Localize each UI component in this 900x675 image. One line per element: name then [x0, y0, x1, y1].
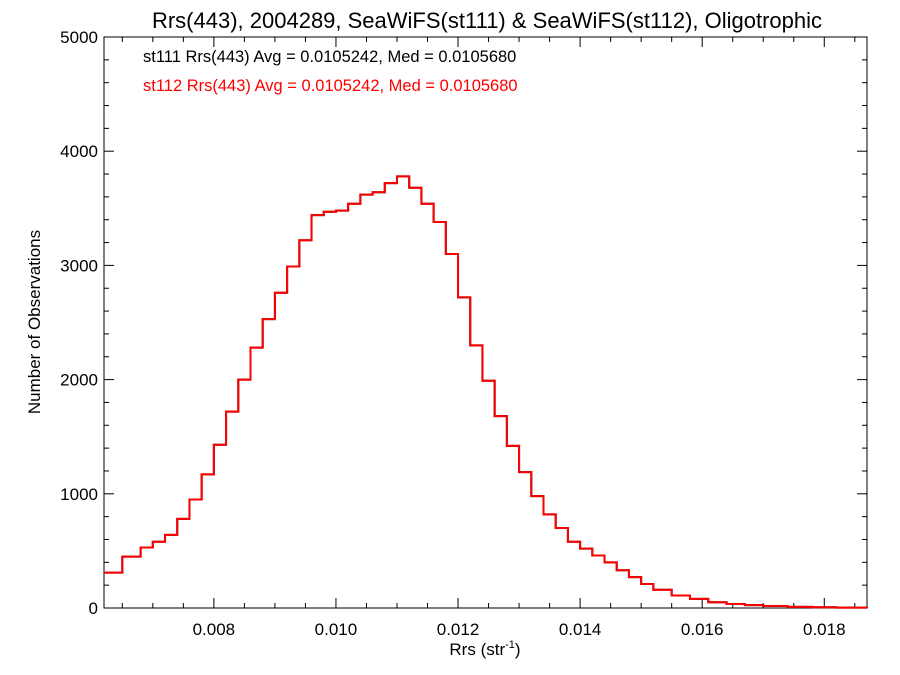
x-axis-title-close: ): [515, 640, 521, 659]
x-tick-label: 0.014: [559, 620, 602, 639]
y-tick-label: 5000: [60, 28, 98, 47]
chart-title: Rrs(443), 2004289, SeaWiFS(st111) & SeaW…: [152, 8, 822, 33]
x-axis-ticks: [121, 37, 856, 608]
series-line-1: [104, 175, 868, 609]
x-axis-title: Rrs (str-1): [449, 639, 520, 659]
x-axis-title-main: Rrs (str: [449, 640, 505, 659]
x-axis-tick-labels: 0.008 0.010 0.012 0.014 0.016 0.018: [193, 620, 846, 639]
x-axis-title-superscript: -1: [505, 639, 515, 651]
x-tick-label: 0.010: [315, 620, 358, 639]
y-tick-label: 1000: [60, 485, 98, 504]
x-tick-label: 0.018: [803, 620, 846, 639]
y-axis-title: Number of Observations: [25, 230, 44, 414]
x-tick-label: 0.008: [193, 620, 236, 639]
stats-annotation-st111: st111 Rrs(443) Avg = 0.0105242, Med = 0.…: [143, 48, 516, 66]
x-tick-label: 0.012: [437, 620, 480, 639]
plot-frame: [103, 36, 868, 609]
y-tick-label: 4000: [60, 142, 98, 161]
series-line-2: [104, 175, 868, 609]
y-tick-label: 0: [89, 599, 98, 618]
stats-annotation-st112: st112 Rrs(443) Avg = 0.0105242, Med = 0.…: [143, 77, 518, 95]
y-tick-label: 3000: [60, 256, 98, 275]
y-axis-tick-labels: 0 1000 2000 3000 4000 5000: [60, 28, 98, 618]
y-tick-label: 2000: [60, 371, 98, 390]
y-axis-ticks: [104, 36, 867, 609]
x-tick-label: 0.016: [681, 620, 724, 639]
series-group: [104, 175, 868, 609]
